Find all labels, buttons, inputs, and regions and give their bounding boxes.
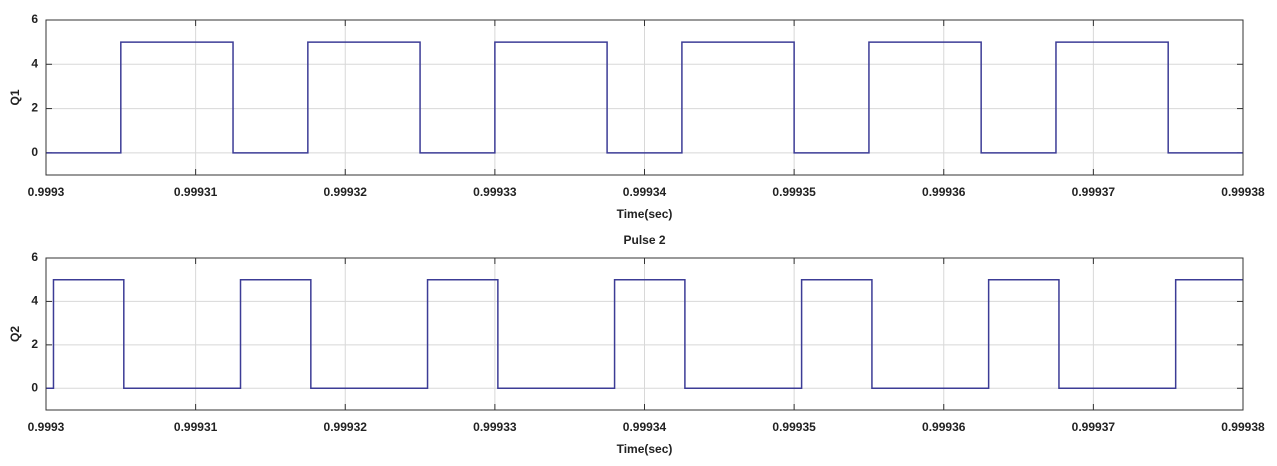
x-tick-label: 0.99933 bbox=[473, 420, 517, 434]
y-tick-label: 0 bbox=[31, 380, 38, 394]
x-tick-label: 0.9993 bbox=[28, 420, 65, 434]
x-tick-label: 0.99937 bbox=[1072, 420, 1116, 434]
x-tick-label: 0.99936 bbox=[922, 420, 966, 434]
x-tick-label: 0.99932 bbox=[324, 185, 368, 199]
x-tick-label: 0.99933 bbox=[473, 185, 517, 199]
signal-line bbox=[46, 278, 1243, 390]
x-tick-label: 0.99934 bbox=[623, 185, 667, 199]
axes-box bbox=[45, 257, 1244, 411]
x-tick-label: 0.99931 bbox=[174, 185, 218, 199]
y-tick-label: 2 bbox=[31, 337, 38, 351]
x-tick-label: 0.99935 bbox=[772, 420, 816, 434]
x-tick-label: 0.99937 bbox=[1072, 185, 1116, 199]
x-tick-label: 0.9993 bbox=[28, 185, 65, 199]
y-axis-label: Q1 bbox=[8, 89, 22, 105]
y-tick-label: 4 bbox=[31, 56, 38, 70]
x-tick-label: 0.99932 bbox=[324, 420, 368, 434]
y-tick-label: 0 bbox=[31, 145, 38, 159]
x-axis-label: Time(sec) bbox=[617, 442, 673, 456]
y-tick-label: 2 bbox=[31, 101, 38, 115]
y-axis-label: Q2 bbox=[8, 326, 22, 342]
y-tick-label: 6 bbox=[31, 250, 38, 264]
x-axis-label: Time(sec) bbox=[617, 207, 673, 221]
x-tick-label: 0.99935 bbox=[772, 185, 816, 199]
axes-box bbox=[45, 19, 1244, 176]
y-tick-label: 4 bbox=[31, 294, 38, 308]
x-tick-label: 0.99936 bbox=[922, 185, 966, 199]
chart-title: Pulse 2 bbox=[623, 233, 665, 247]
x-tick-label: 0.99938 bbox=[1221, 420, 1265, 434]
y-tick-label: 6 bbox=[31, 12, 38, 26]
x-tick-label: 0.99931 bbox=[174, 420, 218, 434]
x-tick-label: 0.99938 bbox=[1221, 185, 1265, 199]
x-tick-label: 0.99934 bbox=[623, 420, 667, 434]
signal-line bbox=[46, 41, 1243, 154]
